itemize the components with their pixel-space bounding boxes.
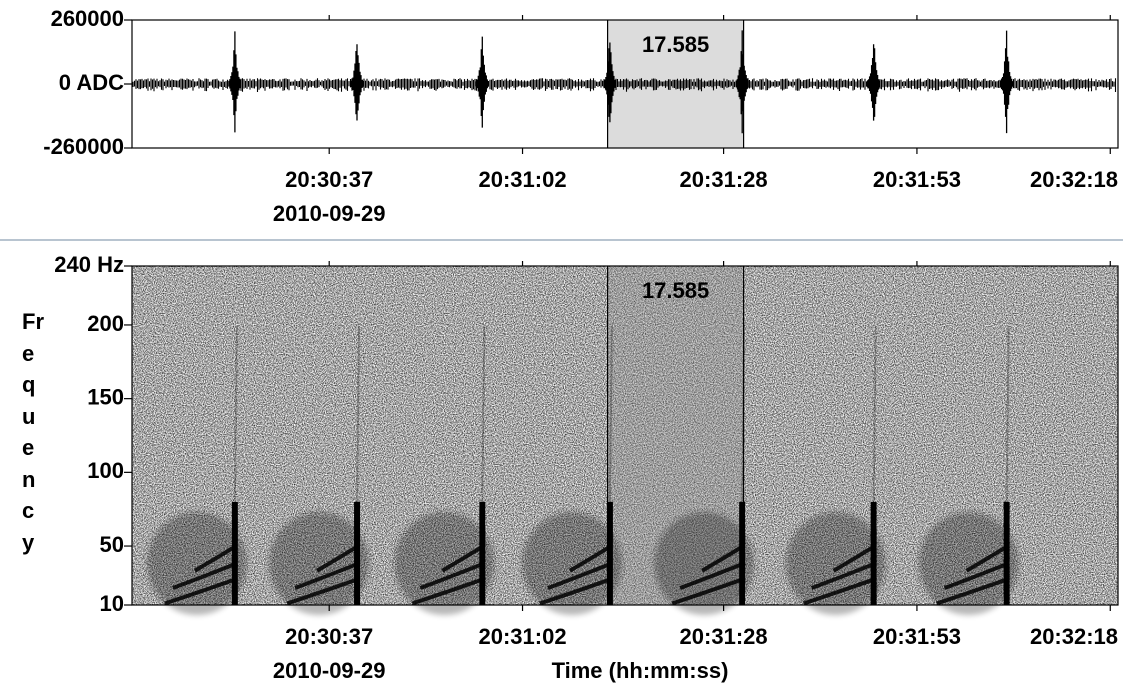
event-cloud [146, 511, 247, 615]
y-tick-label: -260000 [43, 134, 124, 159]
date-label: 2010-09-29 [273, 201, 386, 226]
event-branch [419, 562, 484, 590]
selection-duration: 17.585 [642, 32, 709, 57]
date-label: 2010-09-29 [273, 658, 386, 683]
event-branch [810, 562, 875, 590]
x-tick-label: 20:31:53 [873, 624, 961, 649]
event-branch [316, 545, 359, 573]
x-tick-label: 20:31:28 [680, 624, 768, 649]
event-cloud [521, 511, 622, 615]
event-branch [832, 545, 875, 573]
event-branch [547, 562, 611, 590]
y-tick-label: 0 ADC [59, 70, 124, 95]
event-trail [233, 325, 238, 502]
event-branch [411, 577, 483, 606]
event-cloud [394, 511, 495, 615]
y-tick-label: 150 [87, 384, 124, 409]
event-branch [441, 545, 484, 573]
event-branch [172, 562, 236, 590]
event-spike [228, 31, 242, 133]
event-branch [164, 577, 236, 606]
event-trail [356, 325, 361, 502]
event-cloud [918, 511, 1019, 615]
y-tick-label: 200 [87, 311, 124, 336]
event-spike [475, 36, 489, 128]
event-branch [671, 577, 743, 606]
event-signature [785, 325, 886, 615]
event-branch [679, 562, 743, 590]
event-branch [294, 562, 358, 590]
y-tick-label: 100 [87, 458, 124, 483]
y-axis-label: Frequency [22, 309, 44, 555]
event-cloud [654, 511, 755, 615]
x-tick-label: 20:31:53 [873, 167, 961, 192]
event-trail [608, 325, 613, 502]
event-spike [999, 30, 1014, 134]
x-tick-label: 20:32:18 [1030, 167, 1118, 192]
event-branch [701, 545, 744, 573]
x-tick-label: 20:32:18 [1030, 624, 1118, 649]
event-branch [193, 545, 236, 573]
event-branch [539, 577, 611, 606]
event-signature [269, 325, 370, 615]
x-tick-label: 20:31:02 [478, 624, 566, 649]
x-tick-label: 20:30:37 [285, 167, 373, 192]
y-tick-label: 10 [100, 591, 124, 616]
event-branch [943, 562, 1008, 590]
event-signature [394, 325, 495, 615]
event-trail [481, 325, 486, 502]
x-tick-label: 20:31:02 [478, 167, 566, 192]
event-branch [802, 577, 875, 606]
event-spike [866, 44, 881, 121]
x-axis-label: Time (hh:mm:ss) [552, 658, 729, 683]
y-tick-label: 260000 [51, 6, 124, 31]
event-trail [1005, 325, 1010, 502]
event-signature [654, 325, 755, 615]
event-trail [872, 325, 877, 502]
event-cloud [269, 511, 370, 615]
event-signature [146, 325, 247, 615]
y-tick-label: 50 [100, 532, 124, 557]
event-branch [286, 577, 358, 606]
event-branch [965, 545, 1008, 573]
event-signature [918, 325, 1019, 615]
event-branch [936, 577, 1008, 606]
event-cloud [785, 511, 886, 615]
event-spike [350, 44, 364, 121]
x-tick-label: 20:30:37 [285, 624, 373, 649]
y-tick-label: 240 Hz [54, 252, 124, 277]
plot-frame [131, 265, 1119, 606]
x-tick-label: 20:31:28 [680, 167, 768, 192]
selection-duration: 17.585 [642, 278, 709, 303]
